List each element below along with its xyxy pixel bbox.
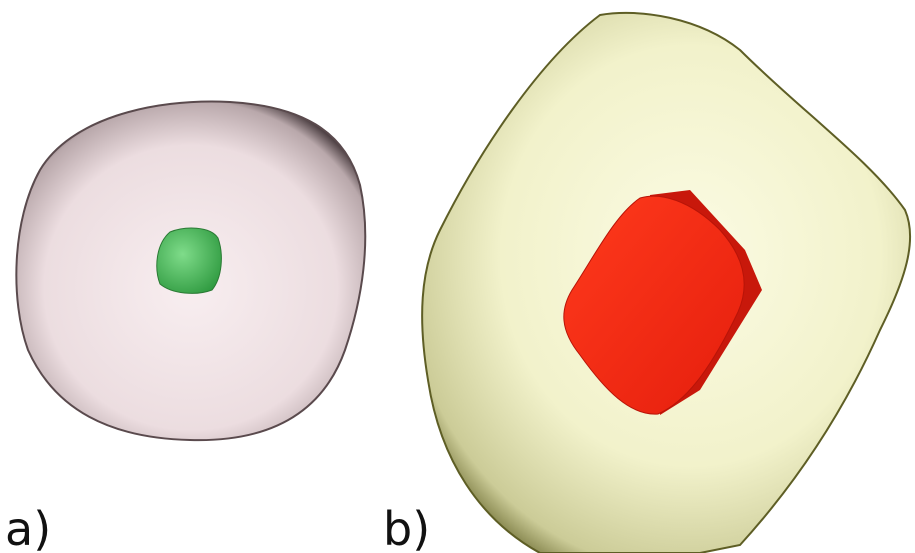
panel-a-render xyxy=(16,102,365,441)
inner-nucleus xyxy=(157,228,222,293)
panel-b-render xyxy=(422,13,910,553)
panel-label: b) xyxy=(383,502,430,553)
panel-label: a) xyxy=(5,502,51,553)
figure: a) b) xyxy=(0,0,915,553)
